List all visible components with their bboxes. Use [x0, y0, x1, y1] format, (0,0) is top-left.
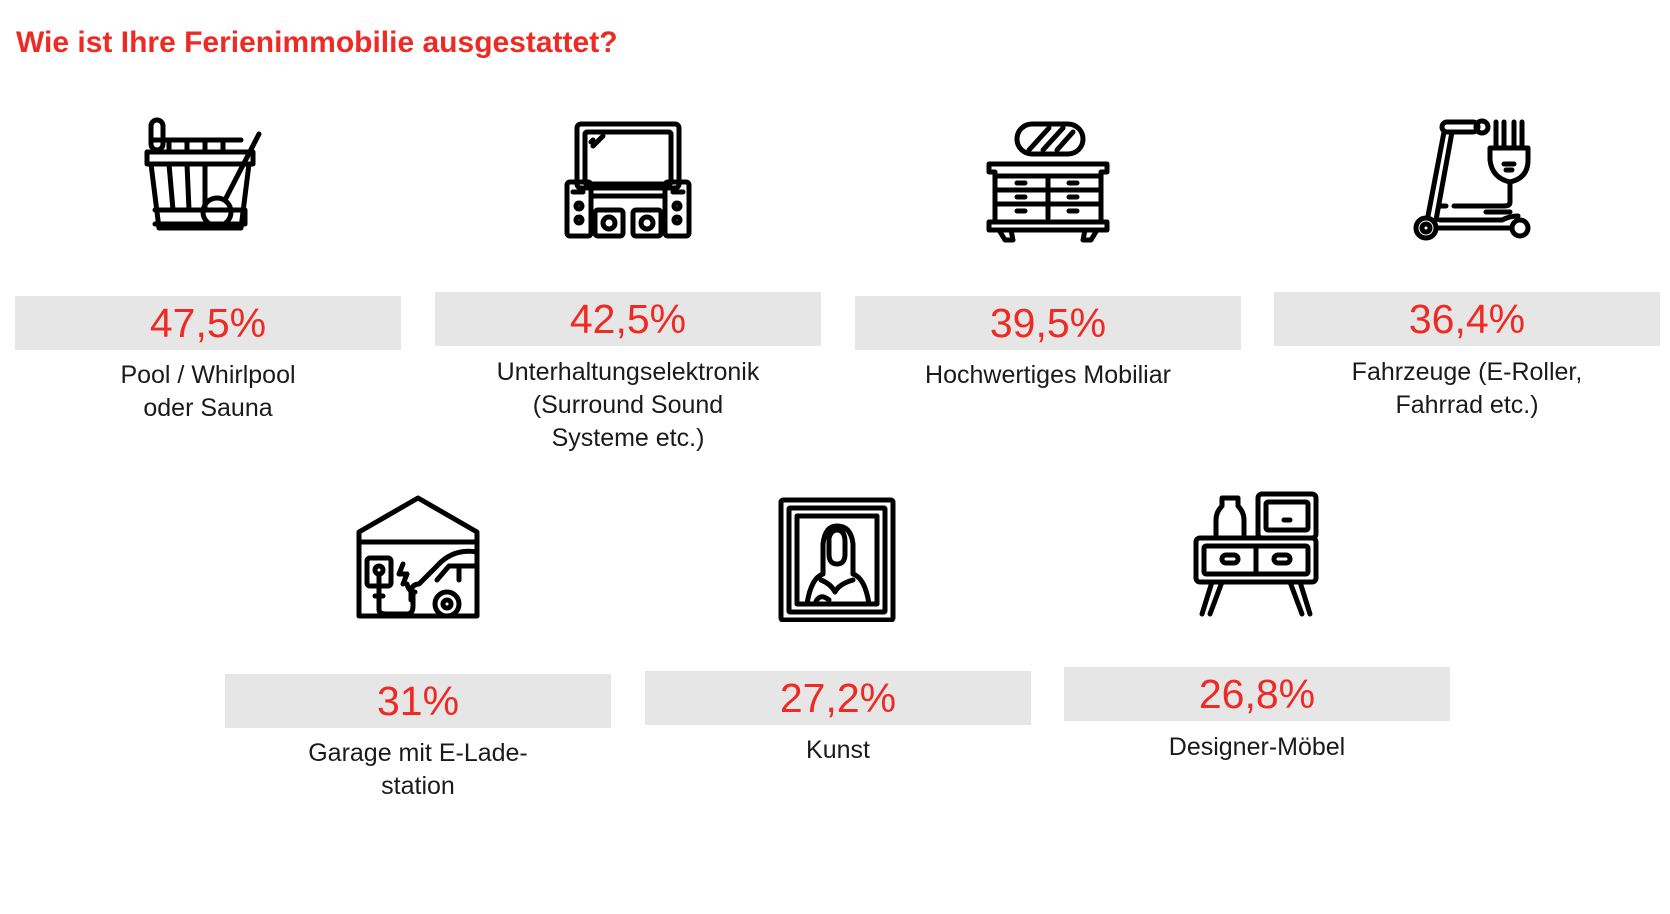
- percentage-value: 27,2%: [779, 674, 897, 721]
- category-label: Fahrzeuge (E-Roller, Fahrrad etc.): [1351, 358, 1583, 419]
- percentage-value: 31%: [376, 677, 460, 724]
- value-bar: 26,8%: [1064, 667, 1450, 721]
- category-label: Designer-Möbel: [1168, 733, 1346, 761]
- value-bar: 36,4%: [1274, 292, 1660, 346]
- category-label: Pool / Whirlpool oder Sauna: [120, 361, 296, 422]
- category-label: Hochwertiges Mobiliar: [925, 361, 1171, 389]
- value-bar: 27,2%: [645, 671, 1031, 725]
- value-bar: 39,5%: [855, 296, 1241, 350]
- designer-sideboard-icon: [1192, 488, 1322, 618]
- percentage-value: 36,4%: [1408, 295, 1526, 342]
- garage-ev-charger-icon: [353, 492, 483, 622]
- dresser-mirror-icon: [983, 118, 1113, 248]
- value-bar: 47,5%: [15, 296, 401, 350]
- percentage-value: 26,8%: [1198, 670, 1316, 717]
- category-label: Unterhaltungselektronik (Surround Sound …: [496, 358, 760, 452]
- value-bar: 42,5%: [435, 292, 821, 346]
- percentage-value: 39,5%: [989, 299, 1107, 346]
- percentage-value: 42,5%: [569, 295, 687, 342]
- home-theater-icon: [563, 112, 693, 242]
- category-label: Kunst: [806, 736, 870, 764]
- page-title: Wie ist Ihre Ferienimmobilie ausgestatte…: [16, 26, 618, 59]
- sauna-bucket-icon: [141, 112, 271, 242]
- value-bar: 31%: [225, 674, 611, 728]
- framed-painting-icon: [773, 492, 903, 622]
- category-label: Garage mit E-Lade- station: [308, 739, 528, 800]
- percentage-value: 47,5%: [149, 299, 267, 346]
- e-scooter-plug-icon: [1406, 112, 1536, 242]
